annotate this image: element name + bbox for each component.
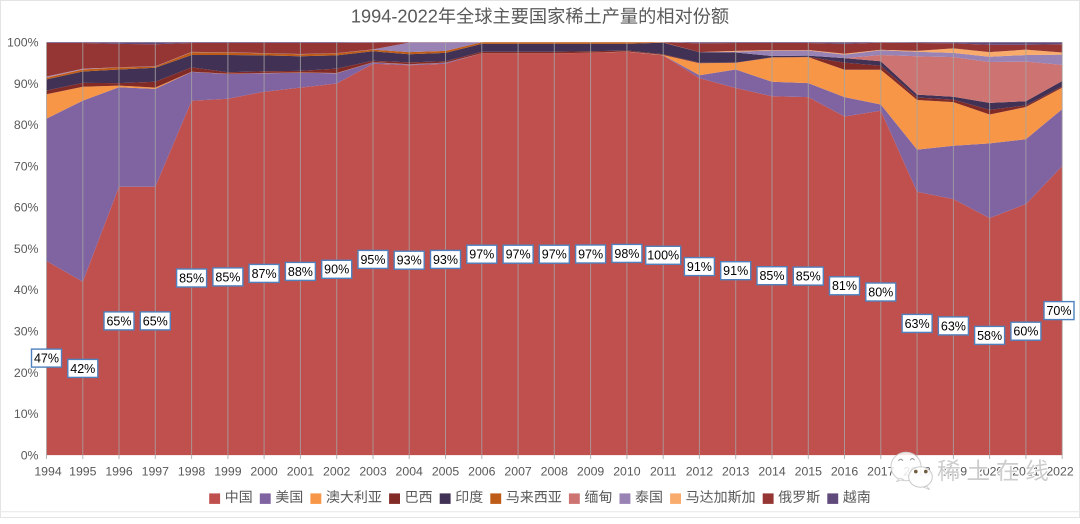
svg-text:65%: 65%: [106, 314, 131, 328]
svg-text:47%: 47%: [34, 352, 59, 366]
svg-text:87%: 87%: [252, 267, 277, 281]
svg-text:1996: 1996: [105, 465, 133, 479]
svg-text:1997: 1997: [142, 465, 170, 479]
svg-text:2010: 2010: [613, 465, 641, 479]
svg-text:2003: 2003: [359, 465, 387, 479]
svg-text:70%: 70%: [14, 159, 39, 173]
svg-text:2011: 2011: [650, 465, 677, 479]
svg-text:88%: 88%: [288, 265, 313, 279]
svg-text:60%: 60%: [1013, 325, 1038, 339]
svg-text:2007: 2007: [504, 465, 532, 479]
svg-text:98%: 98%: [614, 247, 639, 261]
svg-text:1999: 1999: [214, 465, 242, 479]
svg-text:90%: 90%: [324, 263, 349, 277]
svg-text:85%: 85%: [796, 270, 821, 284]
svg-text:85%: 85%: [759, 269, 784, 283]
svg-text:81%: 81%: [832, 279, 857, 293]
svg-text:80%: 80%: [868, 285, 893, 299]
svg-text:2014: 2014: [758, 465, 786, 479]
svg-text:97%: 97%: [542, 248, 567, 262]
svg-text:2002: 2002: [323, 465, 351, 479]
svg-text:10%: 10%: [14, 407, 39, 421]
svg-text:100%: 100%: [7, 36, 39, 50]
svg-text:50%: 50%: [14, 242, 39, 256]
svg-text:93%: 93%: [433, 253, 458, 267]
svg-text:2016: 2016: [831, 465, 859, 479]
svg-text:91%: 91%: [687, 260, 712, 274]
svg-text:1995: 1995: [69, 465, 97, 479]
svg-text:2012: 2012: [686, 465, 714, 479]
svg-text:1994: 1994: [34, 465, 62, 479]
svg-text:2006: 2006: [468, 465, 496, 479]
svg-text:63%: 63%: [941, 319, 966, 333]
svg-text:80%: 80%: [14, 118, 39, 132]
svg-text:91%: 91%: [723, 264, 748, 278]
svg-text:1998: 1998: [178, 465, 206, 479]
svg-text:2017: 2017: [867, 465, 895, 479]
svg-text:60%: 60%: [14, 201, 39, 215]
svg-text:2004: 2004: [396, 465, 424, 479]
svg-text:70%: 70%: [1046, 304, 1071, 318]
svg-text:2015: 2015: [795, 465, 823, 479]
svg-text:2022: 2022: [1046, 465, 1074, 479]
svg-text:2008: 2008: [541, 465, 569, 479]
svg-text:100%: 100%: [647, 249, 679, 263]
svg-text:63%: 63%: [905, 317, 930, 331]
svg-text:2001: 2001: [287, 465, 315, 479]
svg-text:85%: 85%: [215, 270, 240, 284]
svg-text:97%: 97%: [578, 247, 603, 261]
svg-text:97%: 97%: [506, 248, 531, 262]
svg-text:58%: 58%: [977, 329, 1002, 343]
svg-text:0%: 0%: [21, 448, 39, 462]
svg-text:2000: 2000: [250, 465, 278, 479]
svg-text:2009: 2009: [577, 465, 605, 479]
svg-text:65%: 65%: [143, 314, 168, 328]
svg-text:85%: 85%: [179, 271, 204, 285]
svg-text:2005: 2005: [432, 465, 460, 479]
svg-text:93%: 93%: [397, 254, 422, 268]
svg-text:42%: 42%: [70, 362, 95, 376]
svg-text:40%: 40%: [14, 283, 39, 297]
svg-text:95%: 95%: [360, 253, 385, 267]
svg-text:2013: 2013: [722, 465, 750, 479]
svg-text:20%: 20%: [14, 366, 39, 380]
svg-text:90%: 90%: [14, 77, 39, 91]
svg-text:97%: 97%: [469, 248, 494, 262]
svg-text:30%: 30%: [14, 325, 39, 339]
svg-text:1994-2022: 1994-2022: [351, 7, 438, 27]
